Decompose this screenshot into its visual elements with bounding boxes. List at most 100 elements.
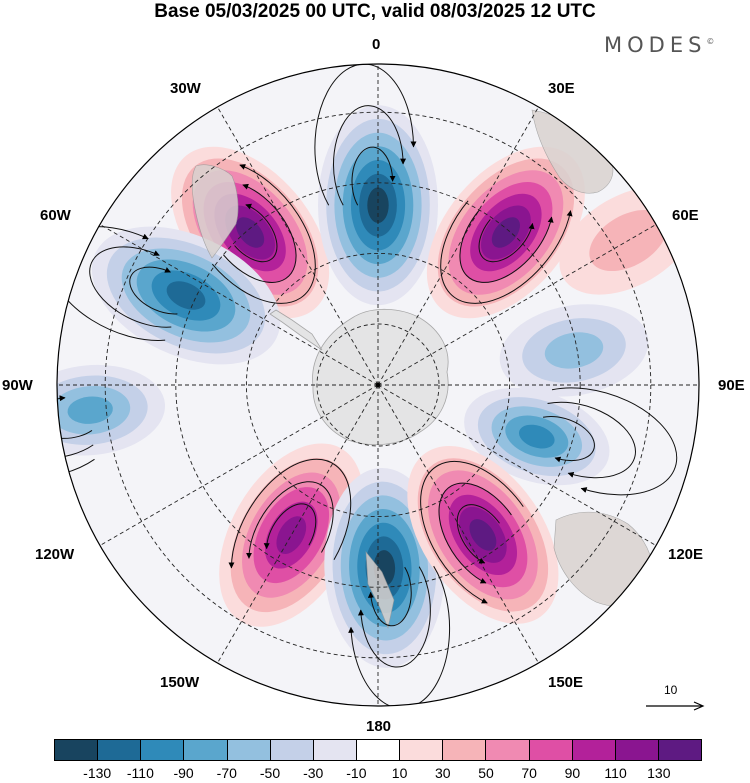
colorbar-segment — [442, 740, 486, 760]
colorbar-segment — [140, 740, 184, 760]
lon-label-30e: 30E — [548, 80, 575, 97]
colorbar-tick-label: 110 — [604, 765, 627, 781]
colorbar-tick-label: -30 — [303, 765, 324, 781]
streamline — [459, 209, 554, 283]
land-masses — [191, 109, 654, 630]
colorbar-tick-label: 130 — [647, 765, 671, 781]
circulation-streamlines — [57, 226, 178, 341]
streamline — [438, 482, 512, 584]
colorbar-segment — [528, 740, 572, 760]
meridian-line — [377, 224, 657, 386]
streamline — [314, 64, 417, 206]
latitude-circle — [316, 323, 440, 447]
colorbar-tick-label: 70 — [521, 765, 537, 781]
circulation-streamlines — [228, 458, 352, 569]
lon-label-90w: 90W — [2, 377, 33, 394]
meridian-line — [99, 384, 379, 546]
colorbar-tick-label: -110 — [126, 765, 154, 781]
south-america — [191, 164, 239, 259]
colorbar-segment — [485, 740, 529, 760]
colorbar-tick-label: -90 — [173, 765, 194, 781]
meridian-line — [217, 106, 379, 386]
streamline — [456, 504, 500, 564]
streamline — [234, 203, 278, 263]
colorbar-segment — [571, 740, 615, 760]
colorbar-tick-label: 30 — [435, 765, 451, 781]
copyright-mark: © — [706, 37, 715, 46]
colorbar-segment — [269, 740, 313, 760]
colorbar-tick-label: -130 — [83, 765, 112, 781]
lon-label-150e: 150E — [548, 674, 584, 691]
anomaly-contour — [67, 396, 113, 424]
streamline — [333, 105, 407, 206]
modes-logo: MODES© — [604, 33, 714, 57]
circulation-streamlines — [211, 164, 316, 304]
streamline — [223, 183, 297, 283]
lon-label-60w: 60W — [40, 207, 71, 224]
streamline — [211, 164, 316, 304]
reference-vector-arrow — [646, 701, 705, 711]
map-title: Base 05/03/2025 00 UTC, valid 08/03/2025… — [154, 1, 596, 22]
colorbar-segment — [312, 740, 356, 760]
streamline — [348, 565, 451, 706]
anomaly-contour — [491, 217, 520, 248]
anomaly-cell — [318, 105, 438, 306]
colorbar-segment — [97, 740, 141, 760]
streamline — [440, 200, 573, 304]
colorbar-segment — [226, 740, 270, 760]
streamline — [263, 503, 317, 550]
lon-label-90e: 90E — [718, 377, 745, 394]
streamline — [89, 246, 172, 328]
lon-label-0: 0 — [372, 36, 381, 53]
colorbar-tick-label: -10 — [346, 765, 367, 781]
meridian-line — [217, 384, 379, 664]
anomaly-contour — [276, 516, 307, 554]
streamline — [478, 219, 535, 263]
wind-streamlines — [57, 64, 678, 706]
circulation-streamlines — [440, 200, 573, 304]
modes-logo-text: MODES — [604, 33, 707, 57]
streamline — [357, 566, 431, 668]
meridian-line — [377, 384, 539, 664]
lon-label-120e: 120E — [668, 546, 704, 563]
streamline — [547, 401, 636, 479]
colorbar-segment — [399, 740, 443, 760]
circulation-streamlines — [420, 460, 524, 604]
lon-label-60e: 60E — [672, 207, 699, 224]
circulation-streamlines — [542, 387, 678, 496]
latitude-circle — [175, 182, 581, 588]
lon-label-120w: 120W — [35, 546, 75, 563]
colorbar-segment — [55, 740, 98, 760]
reference-vector-label: 10 — [664, 683, 678, 697]
circulation-streamlines — [348, 565, 451, 706]
colorbar-segment — [355, 740, 400, 760]
anomaly-cell — [499, 304, 649, 397]
meridian-line — [377, 384, 657, 546]
antarctic-peninsula — [269, 309, 323, 351]
lon-label-30w: 30W — [170, 80, 201, 97]
lon-label-180: 180 — [366, 718, 392, 735]
colorbar-tick-label: 50 — [478, 765, 494, 781]
meridian-line — [99, 224, 379, 386]
antarctica-landmass — [312, 308, 449, 445]
colorbar-segment — [657, 740, 702, 760]
colorbar-segment — [183, 740, 227, 760]
map-boundary — [56, 63, 700, 707]
streamline — [246, 481, 334, 559]
colorbar-ticks: -130 -110 -90 -70 -50 -30 -10 10 30 50 70 90 110 130 — [54, 765, 702, 783]
anomaly-contour — [518, 424, 555, 449]
new-zealand — [365, 551, 395, 630]
streamline — [351, 146, 396, 206]
anomaly-contour — [544, 332, 604, 369]
colorbar-tick-label: 10 — [391, 765, 408, 781]
anomaly-contour — [469, 519, 497, 551]
streamline — [551, 387, 678, 496]
streamline — [367, 566, 412, 627]
anomaly-cell — [219, 443, 364, 627]
colorbar-segment — [614, 740, 658, 760]
lon-label-150w: 150W — [160, 674, 200, 691]
latitude-circle — [245, 252, 511, 518]
streamline — [57, 395, 93, 439]
circulation-streamlines — [314, 64, 417, 206]
